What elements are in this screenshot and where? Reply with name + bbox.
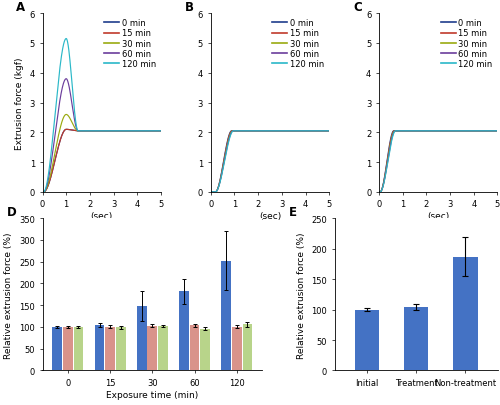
Text: E: E [289, 206, 297, 219]
Bar [63, 327, 72, 371]
Legend: 0 min, 15 min, 30 min, 60 min, 120 min: 0 min, 15 min, 30 min, 60 min, 120 min [272, 18, 325, 70]
Bar [74, 327, 84, 371]
Legend: 0 min, 15 min, 30 min, 60 min, 120 min: 0 min, 15 min, 30 min, 60 min, 120 min [440, 18, 494, 70]
Text: A: A [16, 1, 26, 14]
Bar [222, 261, 231, 371]
X-axis label: (sec): (sec) [427, 212, 450, 221]
Bar [52, 327, 62, 371]
Y-axis label: Relative extrusion force (%): Relative extrusion force (%) [297, 232, 306, 358]
Bar [190, 326, 200, 371]
Bar [94, 325, 104, 371]
X-axis label: Exposure time (min): Exposure time (min) [106, 390, 198, 399]
Bar [105, 327, 115, 371]
Bar [158, 326, 168, 371]
Bar [404, 307, 428, 371]
Bar [200, 329, 210, 371]
Bar [137, 306, 146, 371]
Text: C: C [353, 1, 362, 14]
X-axis label: (sec): (sec) [259, 212, 281, 221]
Bar [354, 310, 379, 371]
Bar [148, 326, 157, 371]
Bar [116, 328, 126, 371]
Legend: 0 min, 15 min, 30 min, 60 min, 120 min: 0 min, 15 min, 30 min, 60 min, 120 min [104, 18, 157, 70]
Bar [453, 257, 478, 371]
X-axis label: (sec): (sec) [90, 212, 113, 221]
Y-axis label: Extrusion force (kgf): Extrusion force (kgf) [15, 57, 24, 149]
Bar [242, 324, 252, 371]
Text: D: D [8, 206, 17, 219]
Text: B: B [184, 1, 194, 14]
Y-axis label: Relative extrusion force (%): Relative extrusion force (%) [4, 232, 14, 358]
Bar [179, 292, 189, 371]
Bar [232, 327, 241, 371]
